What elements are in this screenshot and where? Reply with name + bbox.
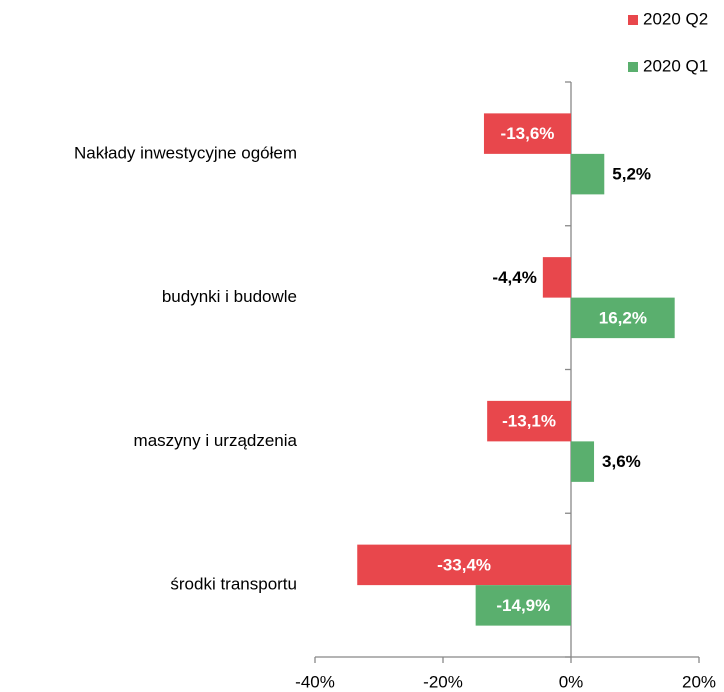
legend-label: 2020 Q2	[643, 9, 708, 28]
bar	[487, 400, 571, 442]
legend-swatch	[628, 15, 638, 25]
x-tick-label: -40%	[295, 672, 335, 691]
bar	[357, 544, 571, 586]
value-label: -33,4%	[437, 555, 491, 574]
x-tick-label: 20%	[682, 672, 716, 691]
value-label: -4,4%	[492, 268, 536, 287]
x-tick-label: 0%	[559, 672, 584, 691]
value-label: 16,2%	[599, 308, 647, 327]
category-label: Nakłady inwestycyjne ogółem	[74, 143, 297, 162]
category-label: budynki i budowle	[162, 287, 297, 306]
bar	[571, 441, 595, 482]
value-label: 3,6%	[602, 452, 641, 471]
bar	[542, 257, 571, 298]
bar	[483, 113, 571, 154]
bar	[571, 153, 605, 195]
value-label: -13,6%	[501, 124, 555, 143]
value-label: -14,9%	[496, 596, 550, 615]
legend-label: 2020 Q1	[643, 56, 708, 75]
x-tick-label: -20%	[423, 672, 463, 691]
legend-swatch	[628, 62, 638, 72]
value-label: 5,2%	[612, 165, 651, 184]
category-label: maszyny i urządzenia	[134, 431, 298, 450]
value-label: -13,1%	[502, 412, 556, 431]
bar	[571, 297, 675, 339]
bar	[475, 585, 571, 626]
category-label: środki transportu	[170, 575, 297, 594]
